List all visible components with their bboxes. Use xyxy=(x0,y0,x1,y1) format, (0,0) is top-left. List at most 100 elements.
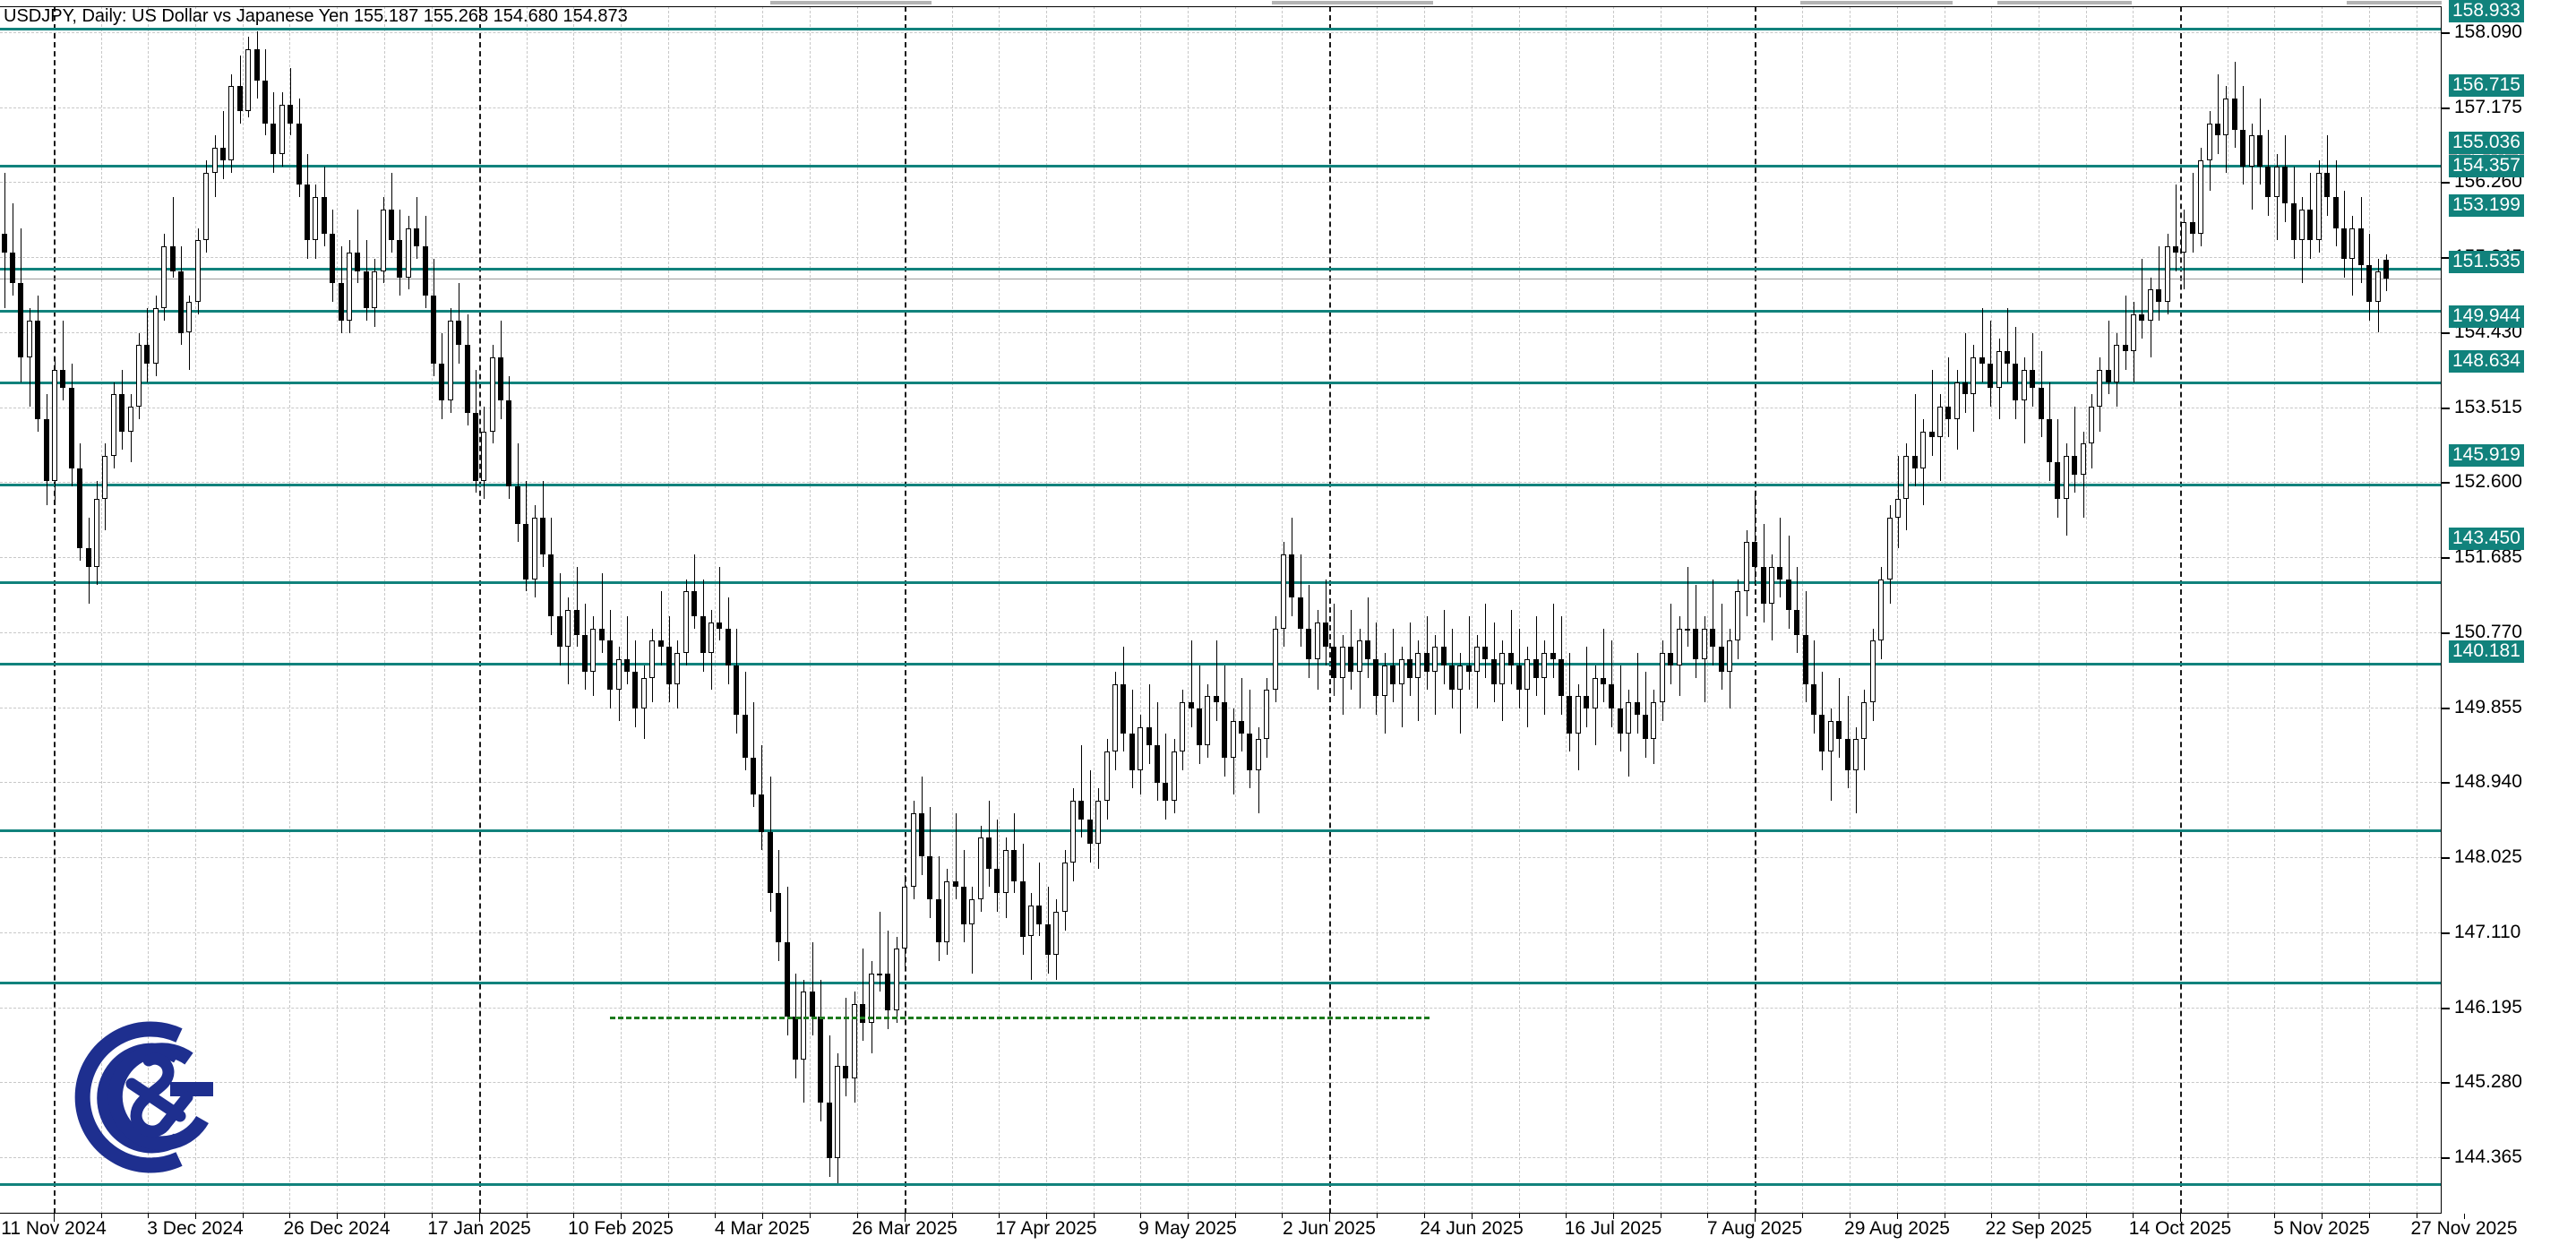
candle-body-bearish xyxy=(961,887,966,924)
candle-body-bearish xyxy=(1045,923,1051,956)
candle-body-bearish xyxy=(2257,135,2263,167)
candle-body-bullish xyxy=(1895,499,1901,518)
green-dashed-trendline xyxy=(610,1016,1430,1019)
level-line xyxy=(0,982,2441,985)
candle-body-bearish xyxy=(355,253,360,271)
date-tick-mark xyxy=(1613,1214,1614,1219)
candle-wick xyxy=(1553,604,1554,678)
strip-segment xyxy=(1997,1,2132,4)
vertical-gridline xyxy=(195,6,196,1214)
candle-body-bearish xyxy=(1811,683,1816,715)
candle-wick xyxy=(1418,640,1419,721)
candle-body-bullish xyxy=(1180,702,1185,752)
date-axis-label: 10 Feb 2025 xyxy=(568,1218,674,1239)
candle-wick xyxy=(63,320,64,401)
candle-body-bearish xyxy=(624,659,630,672)
price-tick-mark xyxy=(2442,408,2450,409)
date-tick-mark xyxy=(1235,1214,1236,1218)
candle-body-bearish xyxy=(1635,702,1640,715)
price-axis[interactable]: 158.090157.175156.260155.345154.430153.5… xyxy=(2442,0,2576,1241)
candle-body-bullish xyxy=(1576,696,1581,734)
candle-body-bullish xyxy=(911,812,916,888)
date-tick-mark xyxy=(101,1214,102,1218)
candle-wick xyxy=(577,566,578,648)
horizontal-gridline xyxy=(0,107,2441,108)
candle-body-bullish xyxy=(186,302,192,333)
candle-body-bearish xyxy=(1390,665,1395,684)
candle-wick xyxy=(2074,407,2075,494)
candle-body-bullish xyxy=(1399,659,1404,684)
candle-body-bearish xyxy=(2173,246,2178,253)
top-scroll-strip[interactable] xyxy=(0,0,2576,6)
price-tick-label: 148.940 xyxy=(2454,771,2522,792)
candle-body-bearish xyxy=(69,388,74,468)
date-tick-mark xyxy=(952,1214,953,1218)
candle-wick xyxy=(2302,197,2303,284)
date-tick-mark xyxy=(1377,1214,1378,1218)
candle-body-bullish xyxy=(161,246,167,308)
price-tick-mark xyxy=(2442,1082,2450,1084)
candle-body-bullish xyxy=(228,86,234,160)
vertical-gridline xyxy=(2086,6,2087,1214)
date-tick-mark xyxy=(2086,1214,2087,1218)
candle-body-bearish xyxy=(1643,714,1648,740)
vertical-gridline xyxy=(2274,6,2275,1214)
candle-wick xyxy=(2277,154,2278,241)
candle-body-bearish xyxy=(170,246,176,271)
candle-wick xyxy=(1165,733,1166,820)
candle-body-bearish xyxy=(734,665,739,715)
candle-body-bearish xyxy=(2030,369,2035,389)
candle-body-bullish xyxy=(801,992,806,1060)
candle-body-bullish xyxy=(2165,246,2170,303)
candle-wick xyxy=(1031,893,1032,980)
candle-body-bullish xyxy=(1432,647,1438,672)
vertical-gridline xyxy=(289,6,290,1214)
candle-body-bearish xyxy=(1424,653,1430,672)
candle-body-bullish xyxy=(1954,382,1960,419)
horizontal-gridline xyxy=(0,932,2441,933)
candle-body-bearish xyxy=(1121,683,1126,734)
candle-body-bullish xyxy=(1112,683,1118,752)
vertical-gridline xyxy=(432,6,433,1214)
candle-body-bearish xyxy=(414,228,419,247)
price-tick-mark xyxy=(2442,182,2450,184)
candle-body-bearish xyxy=(2005,351,2010,364)
date-axis-label: 4 Mar 2025 xyxy=(714,1218,811,1239)
candle-body-bearish xyxy=(2047,418,2052,462)
candle-body-bullish xyxy=(835,1065,840,1159)
price-tick-mark xyxy=(2442,782,2450,784)
candle-body-bullish xyxy=(94,499,99,567)
plot-right-border xyxy=(2441,6,2442,1214)
candle-body-bearish xyxy=(1146,726,1152,746)
date-tick-mark xyxy=(2369,1214,2370,1218)
candle-body-bearish xyxy=(364,270,369,308)
vertical-gridline xyxy=(668,6,669,1214)
candle-wick xyxy=(1090,769,1091,863)
date-tick-mark xyxy=(1661,1214,1662,1218)
candle-body-bearish xyxy=(1078,801,1084,820)
level-price-tag: 155.036 xyxy=(2449,132,2524,154)
candle-wick xyxy=(1586,647,1587,727)
date-axis-label: 17 Jan 2025 xyxy=(427,1218,531,1239)
candle-body-bearish xyxy=(860,1004,865,1023)
candle-body-bearish xyxy=(1777,566,1782,580)
candle-wick xyxy=(1039,862,1040,937)
candle-body-bearish xyxy=(1239,720,1244,734)
candle-body-bullish xyxy=(2097,369,2102,408)
date-axis[interactable]: 11 Nov 2024 3 Dec 2024 26 Dec 2024 17 Jan 2… xyxy=(0,1214,2576,1245)
candle-body-bullish xyxy=(877,973,882,975)
candle-body-bearish xyxy=(666,647,672,684)
candle-body-bearish xyxy=(144,345,150,364)
candle-body-bearish xyxy=(658,640,664,648)
price-chart-plot[interactable] xyxy=(0,6,2441,1214)
date-tick-mark xyxy=(810,1214,811,1218)
candle-wick xyxy=(602,572,603,654)
candle-body-bullish xyxy=(2081,443,2086,475)
candle-body-bearish xyxy=(717,622,722,629)
vertical-gridline xyxy=(2180,6,2182,1214)
candle-wick xyxy=(2125,296,2126,370)
candle-body-bearish xyxy=(237,86,243,111)
candle-wick xyxy=(1915,394,1916,487)
vertical-gridline xyxy=(2133,6,2134,1214)
vertical-gridline xyxy=(527,6,528,1214)
